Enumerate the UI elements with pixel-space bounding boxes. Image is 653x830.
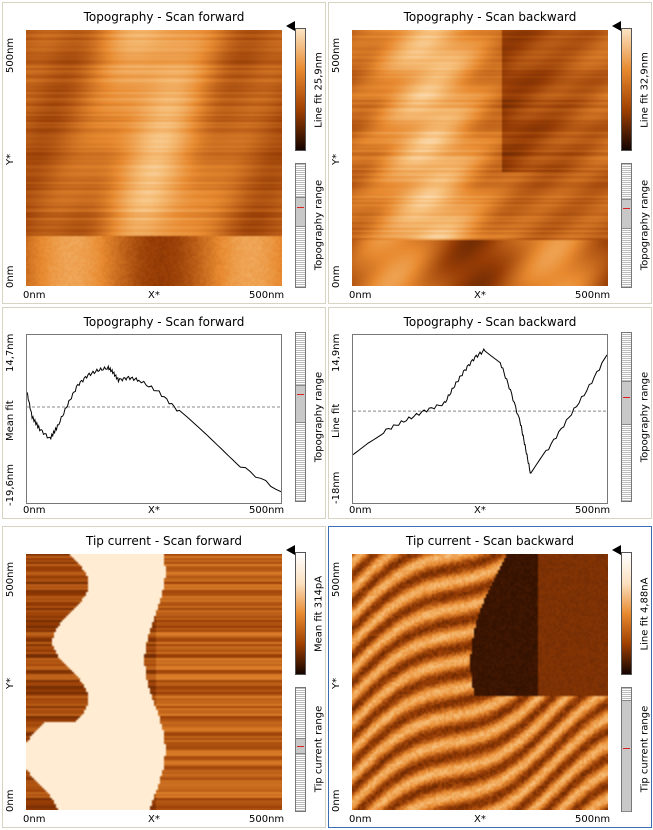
panel-tip-current-backward-image[interactable]: Tip current - Scan backward 500nm Y* 0nm… [328,526,652,828]
panel-topography-forward-line[interactable]: Topography - Scan forward 14,7nm Mean fi… [2,307,326,519]
y-axis-label: Y* [331,153,342,165]
range-slider[interactable] [295,163,306,288]
y-axis-label: Y* [5,677,16,689]
colorbar-label: Line fit 32,9nm [639,52,651,128]
panel-topography-backward-image[interactable]: Topography - Scan backward 500nm Y* 0nm … [328,2,652,304]
panel-tip-current-forward-image[interactable]: Tip current - Scan forward 500nm Y* 0nm … [2,526,326,828]
y-start-label: 0nm [331,265,342,288]
colorbar [621,552,632,675]
range-label: Topography range [313,179,325,271]
y-end-label: 500nm [5,561,16,597]
series-line [353,348,607,474]
range-label: Topography range [313,371,325,463]
range-label: Topography range [639,179,651,271]
x-start-label: 0nm [349,814,372,825]
y-top-label: 14,7nm [5,333,16,372]
line-plot-area[interactable] [26,334,282,504]
x-axis-label: X* [474,814,486,825]
y-bottom-label: -19,6nm [5,464,16,506]
x-end-label: 500nm [249,814,285,825]
x-end-label: 500nm [249,290,285,301]
panel-title: Tip current - Scan backward [406,534,574,548]
y-axis-label: Y* [331,677,342,689]
y-top-label: 14,9nm [331,333,342,372]
scan-direction-icon [612,545,621,555]
panel-title: Tip current - Scan forward [86,534,242,548]
y-axis-label: Y* [5,153,16,165]
tip-current-backward-image[interactable] [352,554,608,810]
range-slider[interactable] [295,332,306,502]
x-start-label: 0nm [23,290,46,301]
x-axis-label: X* [148,505,160,516]
x-axis-label: X* [148,814,160,825]
topography-forward-image[interactable] [26,30,282,286]
x-start-label: 0nm [23,505,46,516]
y-axis-label: Mean fit [5,400,16,441]
x-end-label: 500nm [575,505,611,516]
scan-image-canvas [352,554,608,810]
colorbar [295,552,306,675]
range-label: Tip current range [313,705,325,793]
y-end-label: 500nm [331,37,342,73]
scan-direction-icon [286,21,295,31]
range-slider[interactable] [295,687,306,812]
series-line [27,364,281,493]
x-axis-label: X* [148,290,160,301]
panel-title: Topography - Scan backward [403,10,577,24]
x-axis-label: X* [474,290,486,301]
x-end-label: 500nm [249,505,285,516]
panel-topography-forward-image[interactable]: Topography - Scan forward 500nm Y* 0nm 0… [2,2,326,304]
x-end-label: 500nm [575,290,611,301]
y-end-label: 500nm [5,37,16,73]
x-start-label: 0nm [23,814,46,825]
tip-current-forward-image[interactable] [26,554,282,810]
panel-title: Topography - Scan backward [403,315,577,329]
x-start-label: 0nm [349,290,372,301]
y-start-label: 0nm [5,265,16,288]
scan-direction-icon [286,545,295,555]
x-end-label: 500nm [575,814,611,825]
range-slider[interactable] [621,163,632,288]
line-plot-area[interactable] [352,334,608,504]
panel-title: Topography - Scan forward [83,315,245,329]
colorbar [295,28,306,151]
range-label: Tip current range [639,705,651,793]
colorbar-label: Line fit 4,88nA [639,577,651,651]
topography-backward-image[interactable] [352,30,608,286]
line-chart [27,364,281,493]
range-slider[interactable] [621,687,632,812]
scan-image-canvas [26,30,282,286]
colorbar [621,28,632,151]
scan-image-canvas [26,554,282,810]
scan-direction-icon [612,21,621,31]
panel-topography-backward-line[interactable]: Topography - Scan backward 14,9nm Line f… [328,307,652,519]
panel-title: Topography - Scan forward [83,10,245,24]
x-start-label: 0nm [349,505,372,516]
colorbar-label: Line fit 25,9nm [313,52,325,128]
scan-image-canvas [352,30,608,286]
y-end-label: 500nm [331,561,342,597]
line-chart [353,348,607,474]
y-bottom-label: -18nm [331,471,342,504]
range-label: Topography range [639,371,651,463]
y-axis-label: Line fit [331,403,342,438]
y-start-label: 0nm [331,789,342,812]
y-start-label: 0nm [5,789,16,812]
colorbar-label: Mean fit 314pA [313,575,325,653]
range-slider[interactable] [621,332,632,502]
x-axis-label: X* [474,505,486,516]
